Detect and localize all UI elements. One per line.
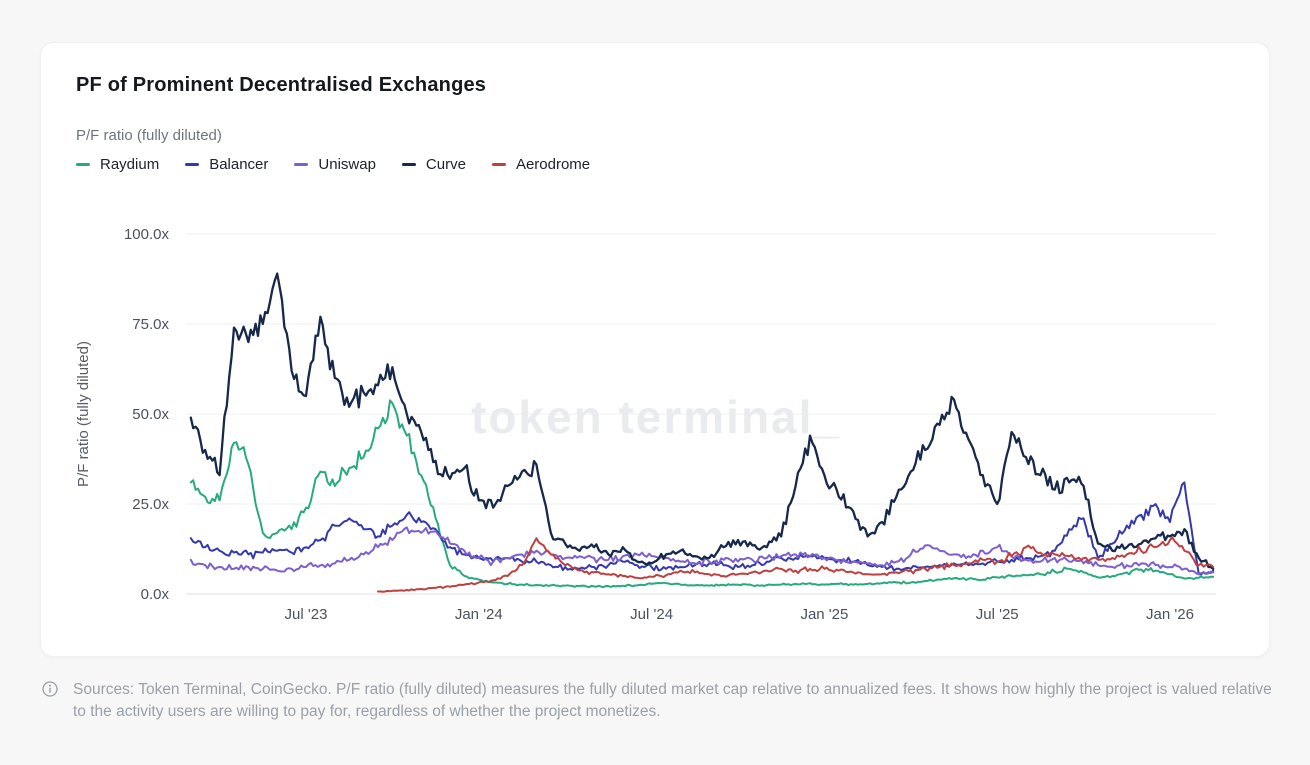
legend-swatch-balancer (185, 163, 200, 166)
chart-title: PF of Prominent Decentralised Exchanges (76, 74, 487, 96)
legend-swatch-curve (401, 163, 416, 166)
legend-label: Aerodrome (515, 156, 591, 173)
y-tick-label: 75.0x (132, 316, 169, 333)
x-tick-label: Jul '23 (285, 606, 328, 623)
info-icon (42, 681, 58, 697)
series-lines (189, 272, 1215, 593)
series-line-raydium (189, 399, 1215, 589)
y-tick-label: 25.0x (132, 496, 169, 513)
chart-subtitle: P/F ratio (fully diluted) (76, 127, 222, 144)
footer-sources-text: Sources: Token Terminal, CoinGecko. P/F … (73, 681, 1272, 720)
legend-label: Uniswap (318, 156, 376, 173)
chart-canvas[interactable]: 100.0x 75.0x 50.0x 25.0x 0.0x Jul '23 Jan '24 J… (41, 43, 1269, 656)
series-line-aerodrome (377, 536, 1215, 593)
legend-item-curve[interactable]: Curve (401, 156, 466, 173)
legend-item-uniswap[interactable]: Uniswap (294, 156, 376, 173)
legend-swatch-raydium (76, 163, 90, 166)
legend-item-aerodrome[interactable]: Aerodrome (491, 156, 591, 173)
x-tick-label: Jul '24 (630, 606, 673, 623)
x-tick-label: Jan '25 (800, 606, 848, 623)
chart-card: PF of Prominent Decentralised Exchanges … (40, 42, 1270, 657)
y-tick-label: 0.0x (141, 586, 170, 603)
series-line-uniswap (189, 526, 1215, 576)
legend-label: Curve (425, 156, 466, 173)
y-tick-label: 100.0x (124, 226, 170, 243)
plot-area[interactable] (186, 226, 1216, 594)
legend-item-raydium[interactable]: Raydium (76, 156, 159, 173)
legend-label: Raydium (100, 156, 160, 173)
legend-item-balancer[interactable]: Balancer (185, 156, 268, 173)
legend-swatch-uniswap (294, 163, 309, 166)
x-tick-label: Jan '24 (455, 606, 503, 623)
x-tick-label: Jan '26 (1146, 606, 1194, 623)
footer: Sources: Token Terminal, CoinGecko. P/F … (42, 679, 1275, 723)
watermark: token terminal_ (471, 391, 841, 443)
series-line-curve (189, 272, 1215, 570)
legend-label: Balancer (209, 156, 269, 173)
y-axis-title: P/F ratio (fully diluted) (75, 341, 92, 487)
y-tick-label: 50.0x (132, 406, 169, 423)
legend: Raydium Balancer Uniswap Curve Aerodrome (76, 156, 590, 173)
x-tick-label: Jul '25 (976, 606, 1019, 623)
legend-swatch-aerodrome (491, 163, 506, 166)
